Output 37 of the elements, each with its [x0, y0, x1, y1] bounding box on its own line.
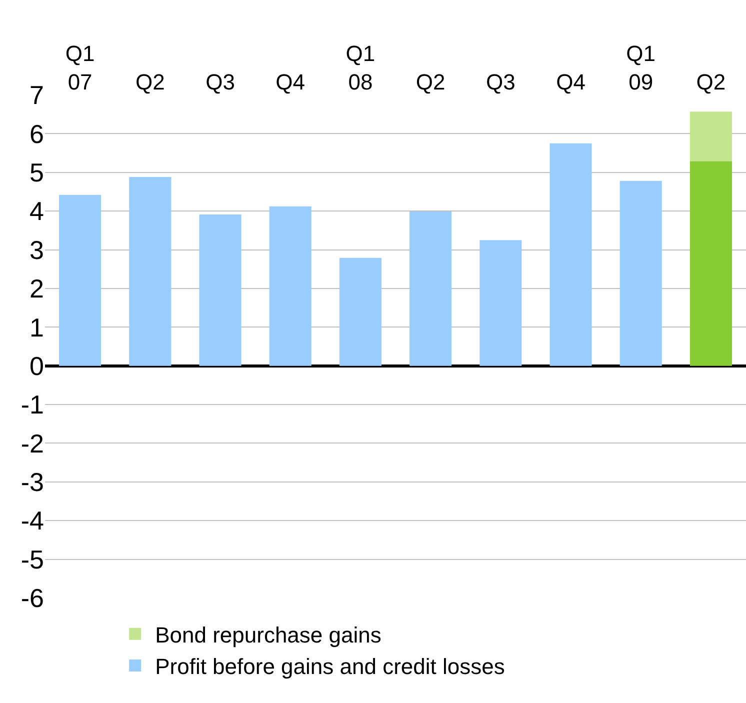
y-tick-label: 5 [30, 157, 44, 188]
x-tick-label: Q3 [486, 70, 516, 95]
x-tick-label: Q3 [206, 70, 235, 95]
bar [620, 180, 662, 366]
bar [129, 177, 172, 366]
bar [410, 211, 452, 366]
x-tick-label: Q1 08 [346, 41, 376, 95]
x-tick-label: Q2 [696, 70, 726, 95]
y-tick-label: -1 [20, 390, 44, 420]
y-tick-label: -6 [20, 583, 44, 614]
y-tick-label: 4 [30, 196, 44, 226]
x-tick-label: Q1 09 [626, 41, 656, 95]
bar [199, 214, 242, 366]
x-tick-label: Q1 07 [65, 41, 95, 95]
x-tick-label: Q2 [135, 70, 165, 95]
bar [339, 258, 382, 366]
bar [550, 143, 592, 366]
y-tick-label: -2 [20, 428, 44, 458]
bar [480, 240, 522, 366]
y-tick-label: 1 [30, 312, 44, 342]
bar [690, 112, 732, 162]
x-tick-label: Q4 [276, 70, 306, 95]
x-tick-label: Q2 [416, 70, 446, 95]
bar [269, 206, 312, 366]
y-tick-label: -5 [20, 544, 44, 574]
y-tick-label: -4 [20, 506, 44, 536]
x-tick-label: Q4 [556, 70, 586, 95]
y-tick-label: 7 [30, 80, 44, 110]
bar [59, 194, 102, 366]
legend-label: Bond repurchase gains [155, 622, 382, 648]
legend-label: Profit before gains and credit losses [155, 654, 505, 680]
y-tick-label: -3 [20, 467, 44, 498]
y-tick-label: 3 [30, 234, 44, 265]
y-tick-label: 2 [30, 274, 44, 304]
bar [690, 161, 732, 366]
y-tick-label: 6 [30, 118, 44, 149]
y-tick-label: 0 [30, 350, 44, 381]
